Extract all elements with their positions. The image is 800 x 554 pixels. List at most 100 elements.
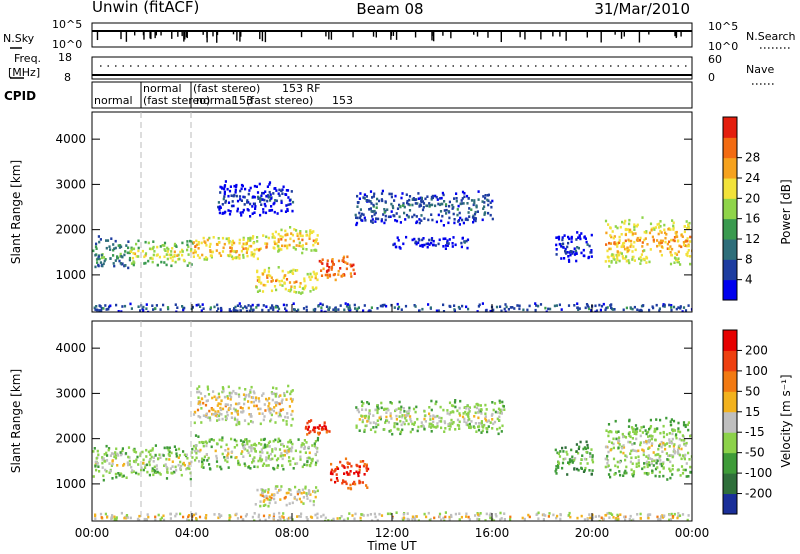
data-cell bbox=[475, 204, 478, 207]
data-cell bbox=[349, 483, 352, 487]
data-cell bbox=[276, 491, 279, 494]
colorbar-swatch bbox=[723, 218, 737, 240]
data-cell bbox=[492, 422, 495, 426]
data-cell bbox=[238, 238, 241, 242]
data-cell bbox=[362, 196, 365, 199]
data-cell bbox=[390, 402, 393, 405]
data-cell bbox=[348, 307, 351, 310]
data-cell bbox=[111, 459, 114, 462]
data-cell bbox=[676, 259, 679, 262]
data-cell bbox=[608, 241, 611, 245]
data-cell bbox=[267, 309, 270, 312]
data-cell bbox=[104, 512, 107, 516]
data-cell bbox=[220, 408, 223, 412]
data-cell bbox=[399, 419, 402, 423]
data-cell bbox=[468, 426, 471, 429]
data-cell bbox=[516, 304, 519, 307]
data-cell bbox=[660, 440, 663, 444]
data-cell bbox=[652, 238, 655, 242]
data-cell bbox=[393, 199, 396, 202]
data-cell bbox=[501, 400, 504, 404]
data-cell bbox=[616, 256, 619, 259]
data-cell bbox=[117, 454, 120, 457]
data-cell bbox=[271, 450, 274, 453]
data-cell bbox=[420, 196, 423, 200]
data-cell bbox=[646, 431, 649, 434]
data-cell bbox=[251, 420, 254, 424]
data-cell bbox=[580, 467, 583, 470]
data-cell bbox=[389, 512, 392, 516]
data-cell bbox=[684, 425, 687, 428]
data-cell bbox=[480, 421, 483, 425]
data-cell bbox=[627, 259, 630, 262]
data-cell bbox=[199, 415, 202, 419]
data-cell bbox=[685, 462, 688, 465]
data-cell bbox=[110, 517, 113, 520]
data-cell bbox=[207, 393, 211, 396]
data-cell bbox=[306, 433, 309, 436]
data-cell bbox=[286, 189, 290, 192]
data-cell bbox=[616, 465, 619, 469]
data-cell bbox=[372, 195, 375, 198]
data-cell bbox=[259, 196, 262, 200]
data-cell bbox=[687, 249, 690, 252]
data-cell bbox=[384, 421, 387, 424]
data-cell bbox=[365, 424, 368, 427]
data-cell bbox=[388, 430, 391, 433]
data-cell bbox=[454, 399, 457, 402]
data-cell bbox=[673, 429, 677, 432]
data-cell bbox=[253, 447, 256, 451]
data-cell bbox=[320, 515, 323, 518]
data-cell bbox=[457, 220, 460, 223]
data-cell bbox=[375, 217, 378, 220]
data-cell bbox=[206, 459, 209, 462]
data-cell bbox=[283, 281, 286, 284]
data-cell bbox=[370, 210, 373, 213]
data-cell bbox=[373, 213, 376, 216]
data-cell bbox=[408, 198, 411, 202]
data-cell bbox=[613, 473, 616, 476]
data-cell bbox=[267, 441, 270, 445]
data-cell bbox=[472, 214, 475, 218]
data-cell bbox=[263, 270, 266, 273]
data-cell bbox=[638, 309, 641, 312]
data-cell bbox=[135, 255, 138, 258]
data-cell bbox=[668, 454, 671, 457]
data-cell bbox=[385, 411, 388, 414]
data-cell bbox=[575, 251, 578, 254]
data-cell bbox=[287, 196, 290, 199]
data-cell bbox=[456, 409, 459, 413]
data-cell bbox=[585, 458, 588, 461]
data-cell bbox=[658, 470, 661, 474]
data-cell bbox=[316, 512, 319, 516]
data-cell bbox=[186, 264, 189, 267]
data-cell bbox=[271, 304, 274, 307]
data-cell bbox=[451, 422, 454, 426]
data-cell bbox=[223, 184, 227, 187]
data-cell bbox=[280, 485, 283, 488]
data-cell bbox=[570, 459, 574, 462]
data-cell bbox=[159, 456, 162, 459]
data-cell bbox=[637, 461, 640, 465]
data-cell bbox=[553, 304, 556, 308]
data-cell bbox=[237, 463, 240, 466]
data-cell bbox=[572, 250, 575, 254]
data-cell bbox=[354, 512, 357, 516]
data-cell bbox=[246, 440, 249, 443]
data-cell bbox=[670, 253, 673, 257]
data-cell bbox=[555, 253, 558, 256]
data-cell bbox=[258, 442, 261, 445]
data-cell bbox=[417, 197, 420, 200]
data-cell bbox=[394, 219, 397, 222]
data-cell bbox=[279, 234, 282, 238]
data-cell bbox=[149, 257, 152, 260]
data-cell bbox=[235, 183, 238, 187]
data-cell bbox=[270, 276, 273, 279]
data-cell bbox=[100, 516, 103, 519]
data-cell bbox=[271, 392, 274, 396]
data-cell bbox=[291, 209, 294, 213]
data-cell bbox=[238, 302, 241, 305]
data-cell bbox=[417, 519, 420, 521]
data-cell bbox=[656, 244, 659, 248]
data-cell bbox=[114, 451, 117, 454]
